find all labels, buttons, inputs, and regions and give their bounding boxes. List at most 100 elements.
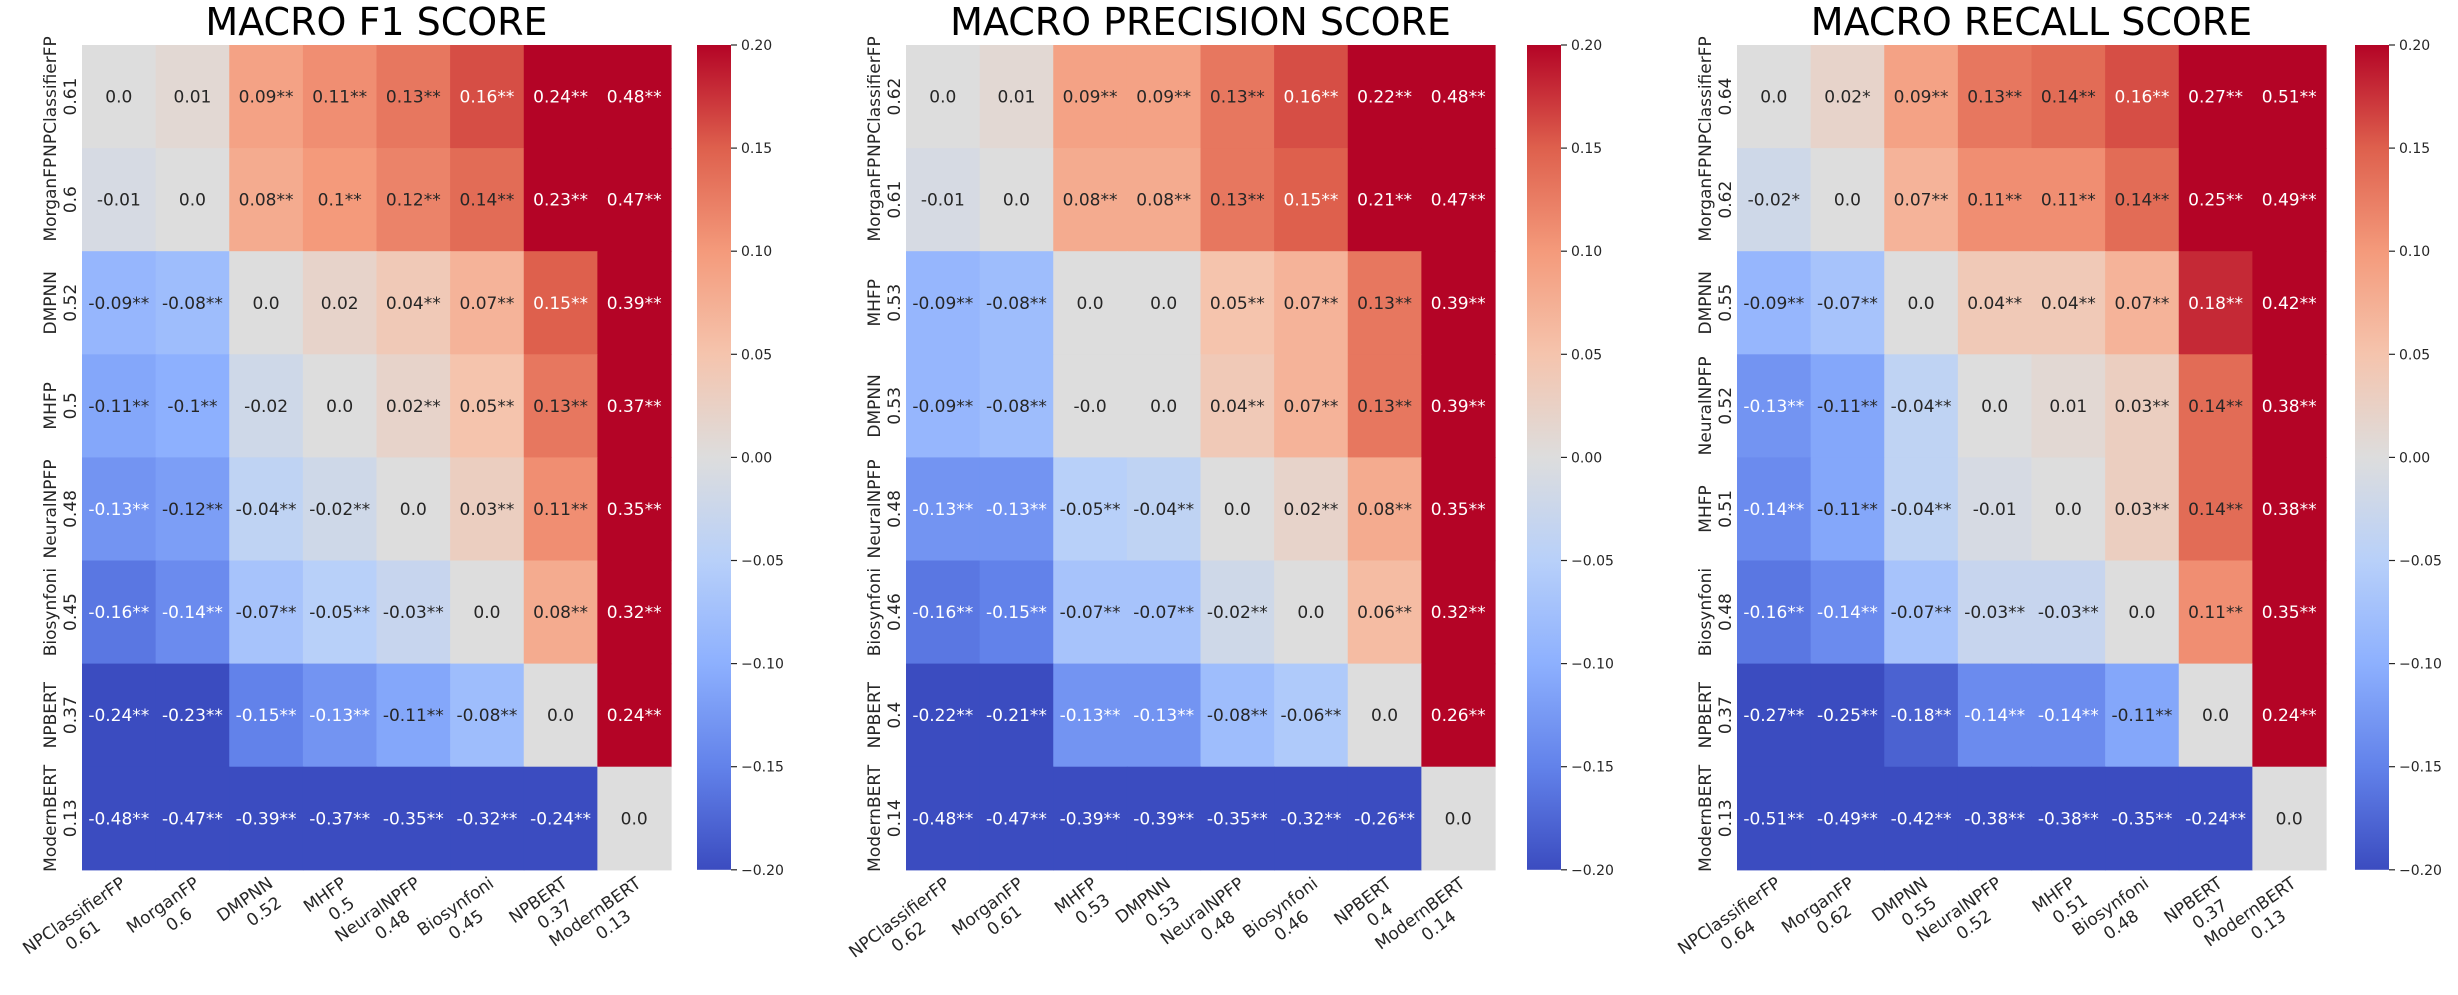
y-tick-label: NPClassifierFP bbox=[41, 36, 61, 157]
heatmap-cell bbox=[376, 45, 451, 149]
heatmap-cell bbox=[2105, 251, 2180, 355]
heatmap-cell bbox=[2252, 457, 2327, 562]
cell-value-label: 0.03** bbox=[460, 500, 515, 520]
heatmap-cell bbox=[1810, 148, 1885, 252]
colorbar-tick-label: −0.10 bbox=[2399, 657, 2442, 673]
heatmap-cell bbox=[2031, 457, 2106, 562]
cell-value-label: 0.0 bbox=[1224, 500, 1251, 520]
heatmap-cell bbox=[1053, 663, 1128, 768]
cell-value-label: 0.13** bbox=[386, 88, 441, 108]
heatmap-cell bbox=[597, 766, 672, 871]
chart-title: MACRO PRECISION SCORE bbox=[950, 0, 1451, 44]
colorbar-bar bbox=[1527, 45, 1561, 870]
cell-value-label: -0.25** bbox=[1817, 706, 1878, 726]
cell-value-label: 0.04** bbox=[1967, 294, 2022, 314]
heatmap-cell bbox=[2031, 560, 2106, 665]
heatmap-cell bbox=[906, 148, 981, 252]
colorbar-tick-label: −0.20 bbox=[741, 863, 784, 879]
cell-value-label: 0.0 bbox=[1760, 88, 1787, 108]
heatmap-cell bbox=[2031, 251, 2106, 355]
colorbar-tick-label: −0.05 bbox=[1571, 554, 1614, 570]
heatmap-cell bbox=[1884, 560, 1959, 665]
colorbar-tick-label: −0.05 bbox=[741, 554, 784, 570]
heatmap-cell bbox=[82, 663, 157, 768]
heatmap-cell bbox=[1053, 766, 1128, 871]
cell-value-label: -0.09** bbox=[1743, 294, 1804, 314]
cell-value-label: 0.01 bbox=[998, 88, 1036, 108]
y-tick-label: NPClassifierFP bbox=[1696, 36, 1716, 157]
cell-value-label: -0.07** bbox=[236, 603, 297, 623]
colorbar-tick-label: −0.05 bbox=[2399, 554, 2442, 570]
y-tick-score: 0.53 bbox=[885, 387, 905, 425]
y-tick-label: NeuralNPFP bbox=[1696, 356, 1716, 455]
cell-value-label: 0.0 bbox=[1908, 294, 1935, 314]
cell-value-label: -0.24** bbox=[88, 706, 149, 726]
heatmap-cell bbox=[2105, 45, 2180, 149]
cell-value-label: 0.13** bbox=[1357, 294, 1412, 314]
cell-value-label: 0.16** bbox=[460, 88, 515, 108]
cell-value-label: 0.24** bbox=[2262, 706, 2317, 726]
cell-value-label: 0.13** bbox=[1357, 397, 1412, 417]
heatmap-cell bbox=[1347, 663, 1422, 768]
colorbar-tick-label: 0.00 bbox=[2399, 450, 2430, 466]
heatmap-cell bbox=[1884, 251, 1959, 355]
cell-value-label: 0.07** bbox=[1284, 294, 1339, 314]
colorbar-tick-label: 0.05 bbox=[1571, 347, 1602, 363]
cell-value-label: 0.13** bbox=[1967, 88, 2022, 108]
heatmap-cell bbox=[1884, 663, 1959, 768]
heatmap-cell bbox=[155, 560, 230, 665]
heatmap-cell bbox=[229, 148, 304, 252]
heatmap-cell bbox=[1810, 251, 1885, 355]
heatmap-cell bbox=[1274, 148, 1349, 252]
heatmap-cell bbox=[979, 251, 1054, 355]
y-tick-label: MorganFP bbox=[1696, 158, 1716, 242]
colorbar-bar bbox=[2355, 45, 2389, 870]
cell-value-label: 0.05** bbox=[460, 397, 515, 417]
heatmap-cell bbox=[1810, 560, 1885, 665]
colorbar-tick-label: 0.10 bbox=[1571, 244, 1602, 260]
heatmap-cell bbox=[1884, 766, 1959, 871]
heatmap-cell bbox=[597, 148, 672, 252]
cell-value-label: 0.02** bbox=[1284, 500, 1339, 520]
heatmap-cell bbox=[1126, 457, 1202, 562]
colorbar-tick-label: 0.15 bbox=[1571, 141, 1602, 157]
cell-value-label: 0.0 bbox=[2202, 706, 2229, 726]
heatmap-cell bbox=[450, 766, 525, 871]
colorbar-bar bbox=[697, 45, 731, 870]
heatmap-cell bbox=[1200, 354, 1275, 458]
heatmap-cell bbox=[597, 560, 672, 665]
colorbar-tick-label: 0.00 bbox=[741, 450, 772, 466]
cell-value-label: -0.16** bbox=[912, 603, 973, 623]
heatmap-cell bbox=[979, 663, 1054, 768]
cell-value-label: 0.13** bbox=[533, 397, 588, 417]
heatmap-cell bbox=[1957, 354, 2033, 458]
cell-value-label: 0.0 bbox=[1077, 294, 1104, 314]
heatmap-cell bbox=[450, 663, 525, 768]
heatmap-cell bbox=[1737, 457, 1812, 562]
colorbar-tick-label: −0.15 bbox=[2399, 760, 2442, 776]
heatmap-cell bbox=[1126, 45, 1202, 149]
heatmap-cell bbox=[376, 148, 451, 252]
heatmap-panel-3: MACRO RECALL SCORE 0.0 0.02* 0.09** 0.13** 0.… bbox=[1674, 0, 2327, 959]
cell-value-label: -0.09** bbox=[912, 294, 973, 314]
heatmap-cell bbox=[1126, 766, 1202, 871]
heatmap-cell bbox=[2105, 560, 2180, 665]
heatmap-cell bbox=[1274, 766, 1349, 871]
cell-value-label: -0.27** bbox=[1743, 706, 1804, 726]
heatmap-cell bbox=[302, 560, 378, 665]
cell-value-label: 0.0 bbox=[179, 191, 206, 211]
heatmap-cell bbox=[597, 45, 672, 149]
colorbar-tick-label: 0.10 bbox=[741, 244, 772, 260]
cell-value-label: -0.13** bbox=[1743, 397, 1804, 417]
cell-value-label: 0.35** bbox=[1431, 500, 1486, 520]
cell-value-label: 0.03** bbox=[2115, 500, 2170, 520]
cell-value-label: 0.09** bbox=[1136, 88, 1191, 108]
heatmap-cell bbox=[1274, 354, 1349, 458]
heatmap-cell bbox=[1421, 457, 1496, 562]
cell-value-label: -0.48** bbox=[912, 809, 973, 829]
heatmap-cell bbox=[2105, 148, 2180, 252]
